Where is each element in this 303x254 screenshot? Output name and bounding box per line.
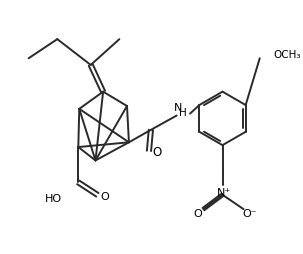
Text: N: N [173, 103, 182, 113]
Text: O⁻: O⁻ [242, 209, 257, 219]
Text: O: O [193, 209, 202, 219]
Text: OCH₃: OCH₃ [273, 50, 301, 60]
Text: H: H [179, 108, 187, 118]
Text: O: O [152, 146, 161, 159]
Text: HO: HO [45, 194, 62, 204]
Text: O: O [101, 192, 109, 202]
Text: N⁺: N⁺ [217, 188, 231, 198]
